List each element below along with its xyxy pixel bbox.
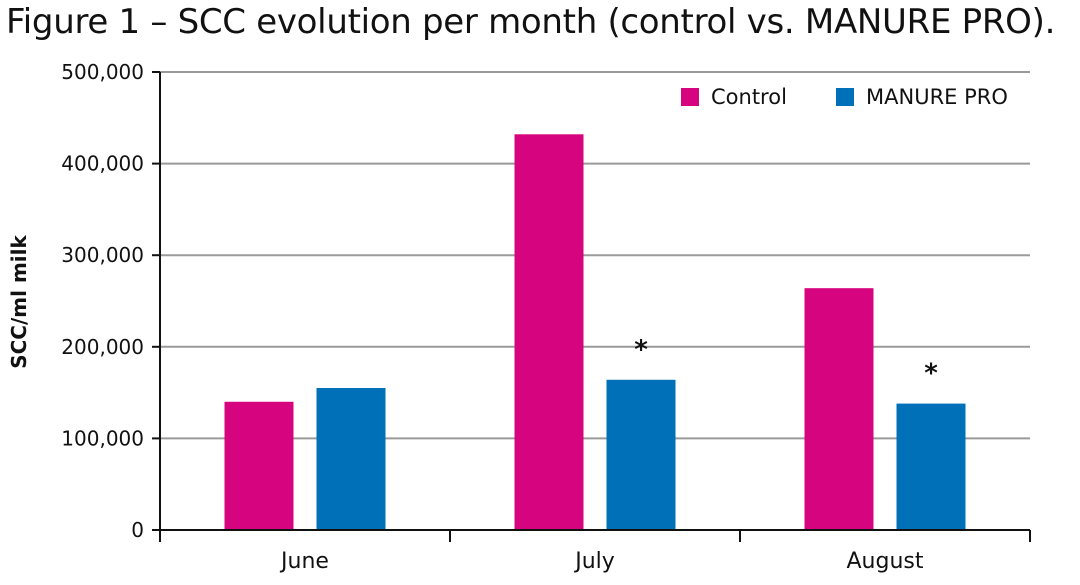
legend: Control MANURE PRO: [681, 85, 1008, 109]
gridlines: [160, 71, 1030, 440]
y-tick-label: 300,000: [61, 243, 144, 267]
significance-marker: *: [634, 335, 648, 365]
legend-swatch: [681, 88, 699, 106]
y-axis-label: SCC/ml milk: [7, 235, 31, 369]
y-tick-label: 500,000: [61, 60, 144, 84]
y-tick-label: 400,000: [61, 152, 144, 176]
y-tick-label: 200,000: [61, 335, 144, 359]
annotations: **: [634, 335, 938, 389]
bar-control-july: [514, 134, 584, 530]
bar-manure-pro-august: [896, 403, 966, 530]
x-tick-label: July: [573, 549, 615, 574]
x-tick-label: June: [279, 549, 329, 574]
y-tick-label: 0: [131, 518, 144, 542]
axes: [152, 71, 1031, 542]
bars: [224, 134, 966, 530]
bar-control-august: [804, 288, 874, 530]
bar-manure-pro-july: [606, 379, 676, 530]
legend-swatch: [836, 88, 854, 106]
significance-marker: *: [924, 359, 938, 389]
legend-label: Control: [711, 85, 787, 109]
bar-control-june: [224, 401, 294, 530]
y-tick-label: 100,000: [61, 426, 144, 450]
chart-title: Figure 1 – SCC evolution per month (cont…: [6, 2, 1056, 42]
x-axis-tick-labels: June July August: [279, 549, 924, 574]
legend-label: MANURE PRO: [866, 85, 1008, 109]
x-tick-label: August: [847, 549, 924, 574]
bar-manure-pro-june: [316, 388, 386, 530]
y-axis-tick-labels: 0 100,000 200,000 300,000 400,000 500,000: [61, 60, 144, 542]
